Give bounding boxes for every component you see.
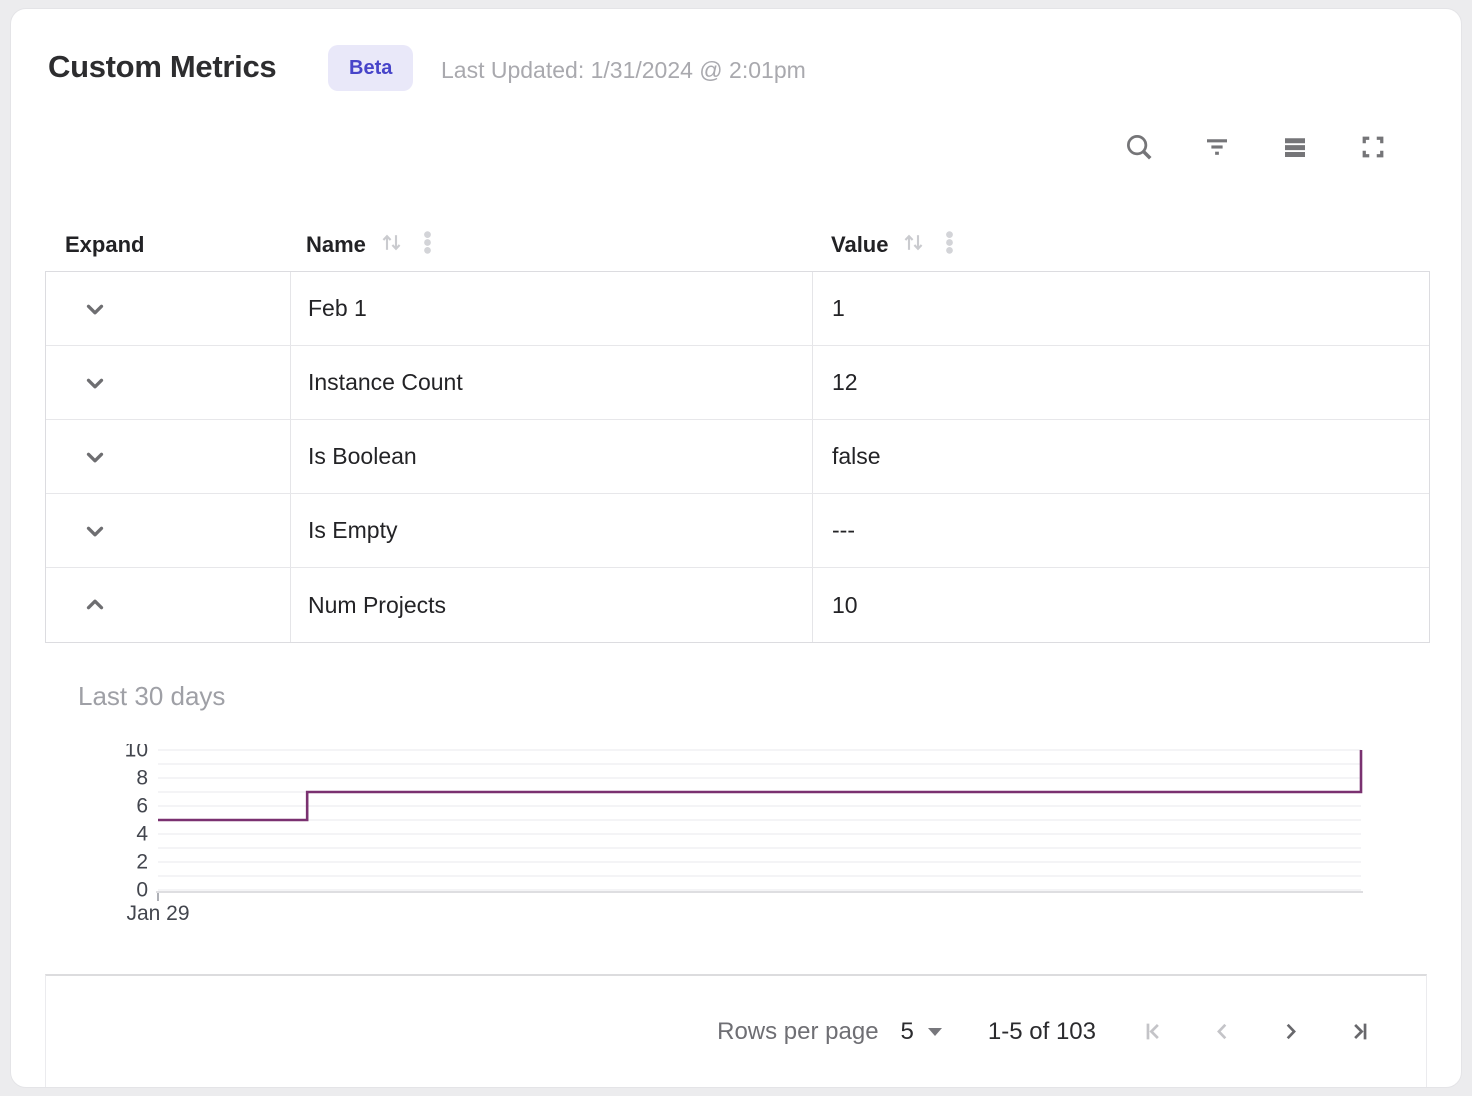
column-header-expand: Expand xyxy=(65,232,145,257)
first-page-icon[interactable] xyxy=(1132,1010,1176,1054)
metric-name: Is Empty xyxy=(290,494,813,567)
table-row-expanded: Num Projects 10 xyxy=(46,568,1429,642)
custom-metrics-card: Custom Metrics Beta Last Updated: 1/31/2… xyxy=(10,8,1462,1088)
metric-value: 12 xyxy=(832,369,858,395)
svg-text:Jan 29: Jan 29 xyxy=(126,902,189,925)
metric-value: 1 xyxy=(832,295,845,321)
chevron-down-icon[interactable] xyxy=(78,366,112,400)
rows-per-page-value[interactable]: 5 xyxy=(900,1017,914,1045)
density-icon[interactable] xyxy=(1273,125,1317,169)
metrics-table: Feb 1 1 Instance Count 12 Is Boolean fal… xyxy=(45,271,1430,643)
rows-per-page-label: Rows per page xyxy=(717,1017,879,1045)
pagination-footer: Rows per page 5 1-5 of 103 xyxy=(45,974,1427,1087)
svg-text:8: 8 xyxy=(136,767,148,790)
last-page-icon[interactable] xyxy=(1336,1010,1380,1054)
metric-value: 10 xyxy=(832,591,858,618)
last-updated-text: Last Updated: 1/31/2024 @ 2:01pm xyxy=(441,57,806,83)
chevron-down-icon[interactable] xyxy=(78,292,112,326)
column-header-value: Value xyxy=(831,220,960,270)
search-icon[interactable] xyxy=(1117,125,1161,169)
svg-text:0: 0 xyxy=(136,879,148,902)
fullscreen-icon[interactable] xyxy=(1351,125,1395,169)
next-page-icon[interactable] xyxy=(1268,1010,1312,1054)
column-menu-icon[interactable] xyxy=(417,229,438,262)
metric-name: Instance Count xyxy=(290,346,813,419)
svg-text:10: 10 xyxy=(125,744,148,762)
svg-text:2: 2 xyxy=(136,851,148,874)
table-row: Is Empty --- xyxy=(46,494,1429,568)
table-header-row: Expand Name Value xyxy=(45,220,1427,270)
table-row: Feb 1 1 xyxy=(46,272,1429,346)
table-row: Instance Count 12 xyxy=(46,346,1429,420)
rows-per-page-caret-icon[interactable] xyxy=(927,1027,942,1036)
previous-page-icon[interactable] xyxy=(1200,1010,1244,1054)
chevron-down-icon[interactable] xyxy=(78,514,112,548)
svg-text:4: 4 xyxy=(136,823,148,846)
page-range-label: 1-5 of 103 xyxy=(987,1017,1096,1045)
beta-badge: Beta xyxy=(328,45,414,91)
chevron-down-icon[interactable] xyxy=(78,440,112,474)
table-row: Is Boolean false xyxy=(46,420,1429,494)
metric-value: false xyxy=(832,443,881,469)
metric-value: --- xyxy=(832,517,855,543)
metric-name: Is Boolean xyxy=(290,420,813,493)
sort-icon[interactable] xyxy=(900,229,927,262)
page-title: Custom Metrics xyxy=(48,49,277,84)
chart-title: Last 30 days xyxy=(78,681,226,711)
column-menu-icon[interactable] xyxy=(939,229,960,262)
svg-text:6: 6 xyxy=(136,795,148,818)
pager-controls xyxy=(1132,1010,1380,1054)
sort-icon[interactable] xyxy=(378,229,405,262)
table-toolbar xyxy=(1117,125,1395,169)
filter-icon[interactable] xyxy=(1195,125,1239,169)
chevron-up-icon[interactable] xyxy=(78,588,112,622)
metric-trend-chart: 0 2 4 6 8 10 Jan 29 xyxy=(125,744,1363,925)
metric-name: Feb 1 xyxy=(290,272,813,345)
column-header-name: Name xyxy=(306,220,438,270)
metric-name: Num Projects xyxy=(290,568,813,642)
